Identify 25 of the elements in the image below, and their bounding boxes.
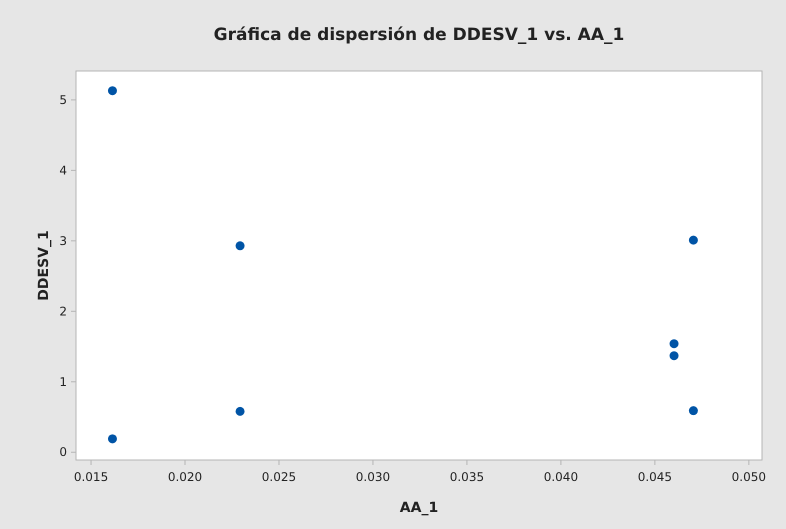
point [670, 339, 679, 348]
y-tick-label: 5 [59, 92, 67, 107]
point [670, 351, 679, 360]
x-axis-title: AA_1 [400, 500, 438, 516]
point [108, 86, 117, 96]
x-tick-label: 0.025 [262, 470, 296, 484]
x-tick-label: 0.040 [544, 470, 578, 484]
x-tick-label: 0.030 [356, 470, 390, 484]
x-tick-label: 0.015 [74, 470, 108, 484]
x-tick-label: 0.020 [168, 470, 202, 484]
x-tick-label: 0.045 [638, 470, 672, 484]
y-tick-label: 3 [59, 234, 67, 248]
point [108, 434, 117, 444]
y-tick-label: 4 [59, 163, 67, 178]
y-axis-title: DDESV_1 [36, 230, 52, 301]
point [688, 406, 698, 416]
y-tick-label: 2 [59, 304, 67, 318]
point [236, 406, 245, 416]
point [688, 236, 698, 245]
x-tick-label: 0.035 [450, 470, 484, 484]
chart-title: Gráfica de dispersión de DDESV_1 vs. AA_1 [214, 25, 624, 45]
point [236, 241, 245, 250]
x-tick-label: 0.050 [732, 470, 766, 484]
y-tick-label: 1 [59, 374, 67, 389]
y-tick-label: 0 [59, 445, 67, 460]
